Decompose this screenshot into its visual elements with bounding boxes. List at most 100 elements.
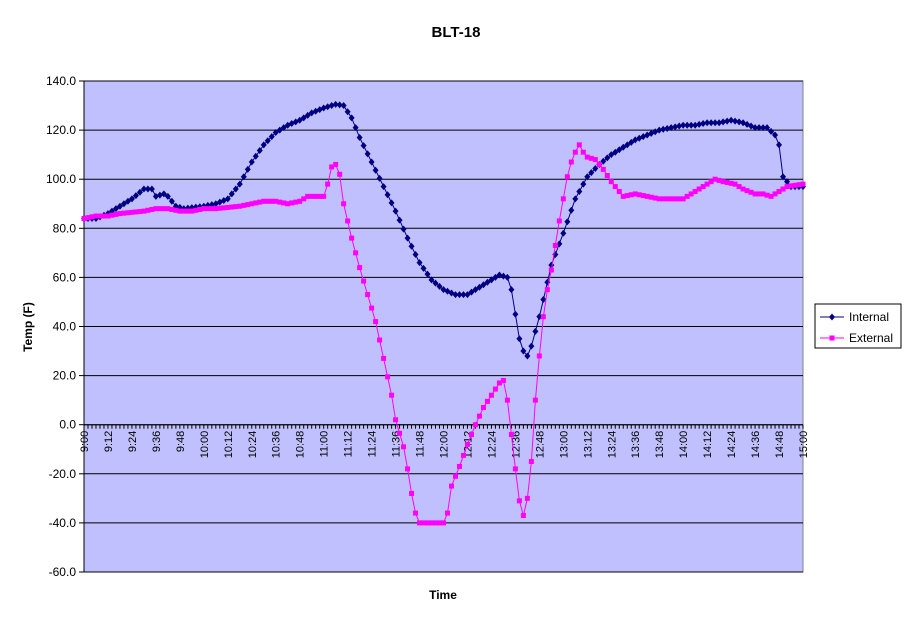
data-point [688, 191, 694, 197]
data-point [788, 183, 794, 189]
data-point [572, 195, 579, 203]
data-point [716, 177, 722, 183]
data-point [140, 185, 147, 193]
data-point [564, 218, 571, 226]
x-tick-label: 10:12 [223, 431, 235, 459]
data-point [165, 206, 171, 212]
legend: Internal External [814, 303, 902, 349]
data-point [568, 206, 575, 214]
data-point [228, 190, 235, 198]
y-tick-label: -40.0 [49, 516, 77, 530]
data-point [396, 216, 403, 224]
data-point [360, 142, 367, 150]
data-point [97, 213, 103, 219]
data-point [576, 142, 582, 148]
data-point [468, 432, 474, 438]
data-point [125, 210, 131, 216]
data-point [384, 191, 391, 199]
data-point [329, 164, 335, 170]
data-point [332, 100, 339, 108]
data-point [161, 206, 167, 212]
data-point [437, 520, 443, 526]
data-point [660, 196, 666, 202]
data-point [720, 179, 726, 185]
data-point [608, 151, 615, 159]
data-point [520, 513, 526, 519]
x-tick-label: 11:36 [391, 431, 403, 458]
data-point [704, 181, 710, 187]
legend-label: External [849, 331, 893, 345]
data-point [616, 188, 622, 194]
data-point [368, 158, 375, 166]
data-point [532, 327, 539, 335]
data-point [516, 498, 522, 504]
data-point [232, 185, 239, 193]
data-point [748, 189, 754, 195]
data-point [209, 206, 215, 212]
data-point [321, 193, 327, 199]
data-point [696, 120, 703, 128]
data-point [160, 190, 167, 198]
data-point [736, 118, 743, 126]
data-point [532, 397, 538, 403]
data-point [700, 120, 707, 128]
data-point [124, 197, 131, 205]
data-point [604, 154, 611, 162]
y-tick-label: -20.0 [49, 467, 77, 481]
x-tick-label: 11:48 [415, 431, 427, 458]
data-point [688, 121, 695, 129]
data-point [93, 213, 99, 219]
data-point [357, 265, 363, 271]
data-point [177, 208, 183, 214]
data-point [732, 181, 738, 187]
data-point [265, 198, 271, 204]
data-point [285, 201, 291, 207]
data-point [388, 199, 395, 207]
data-point [432, 279, 439, 287]
data-point [133, 209, 139, 215]
data-point [416, 259, 423, 267]
data-point [109, 212, 115, 218]
data-point [672, 123, 679, 131]
data-point [540, 295, 547, 303]
data-point [369, 305, 375, 311]
data-point [568, 159, 574, 165]
data-point [768, 193, 774, 199]
data-point [468, 288, 475, 296]
data-point [213, 206, 219, 212]
data-point [132, 192, 139, 200]
data-point [392, 207, 399, 215]
data-point [185, 208, 191, 214]
data-point [157, 206, 163, 212]
data-point [508, 432, 514, 438]
data-point [680, 121, 687, 129]
x-tick-label: 14:48 [774, 431, 786, 459]
data-point [304, 111, 311, 119]
data-point [620, 143, 627, 151]
data-point [413, 510, 419, 516]
x-tick-label: 14:12 [702, 431, 714, 459]
data-point [784, 178, 791, 186]
data-point [233, 204, 239, 210]
data-point [244, 165, 251, 173]
data-point [624, 193, 630, 199]
data-point [272, 129, 279, 137]
data-point [684, 193, 690, 199]
data-point [353, 250, 359, 256]
x-tick-label: 9:36 [151, 431, 163, 452]
data-point [660, 125, 667, 133]
data-point [676, 196, 682, 202]
data-point [105, 213, 111, 219]
data-point [276, 126, 283, 134]
data-point [476, 283, 483, 291]
legend-marker [829, 335, 835, 341]
data-point [352, 124, 359, 132]
data-point [341, 201, 347, 207]
data-point [644, 193, 650, 199]
data-point [592, 157, 598, 163]
y-axis-title: Temp (F) [21, 302, 35, 352]
x-tick-label: 13:24 [606, 431, 618, 459]
data-point [684, 121, 691, 129]
data-point [516, 335, 523, 343]
data-point [600, 166, 606, 172]
